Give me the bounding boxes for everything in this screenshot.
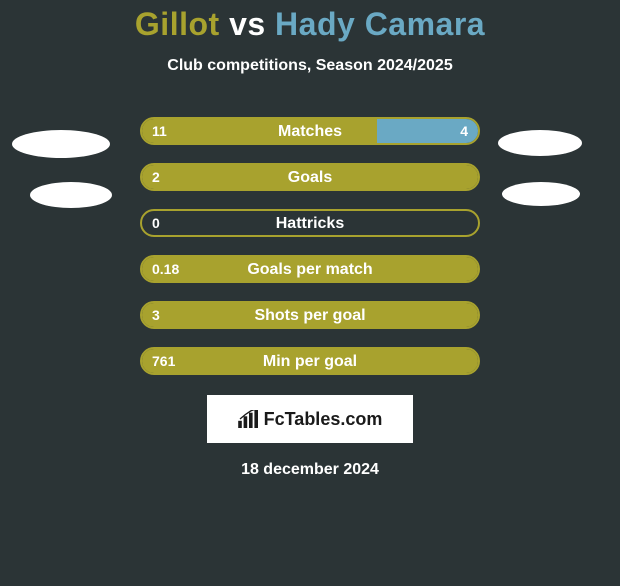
stat-bar: 114Matches: [140, 117, 480, 145]
stat-bar: 0.18Goals per match: [140, 255, 480, 283]
stat-bar: 2Goals: [140, 163, 480, 191]
stat-bar: 0Hattricks: [140, 209, 480, 237]
date-text: 18 december 2024: [0, 461, 620, 479]
decorative-ellipse: [498, 130, 582, 156]
comparison-title: Gillot vs Hady Camara: [0, 6, 620, 43]
stat-label: Hattricks: [142, 215, 478, 233]
bar-left-fill: [142, 349, 478, 373]
bar-left-fill: [142, 303, 478, 327]
vs-text: vs: [229, 6, 266, 42]
decorative-ellipse: [30, 182, 112, 208]
stat-value-right: 4: [460, 119, 468, 143]
stat-row: 761Min per goal: [0, 347, 620, 381]
bar-left-fill: [142, 165, 478, 189]
stat-value-left: 3: [152, 303, 160, 327]
subtitle: Club competitions, Season 2024/2025: [0, 57, 620, 75]
stat-value-left: 0: [152, 211, 160, 235]
stat-row: 3Shots per goal: [0, 301, 620, 335]
player1-name: Gillot: [135, 6, 220, 42]
branding-badge: FcTables.com: [207, 395, 413, 443]
player2-name: Hady Camara: [275, 6, 485, 42]
stat-bar: 3Shots per goal: [140, 301, 480, 329]
decorative-ellipse: [12, 130, 110, 158]
bar-left-fill: [142, 119, 377, 143]
branding-text: FcTables.com: [264, 409, 383, 430]
decorative-ellipse: [502, 182, 580, 206]
bar-left-fill: [142, 257, 478, 281]
stat-value-left: 0.18: [152, 257, 179, 281]
stat-value-left: 761: [152, 349, 175, 373]
stat-value-left: 11: [152, 119, 167, 143]
fctables-icon: [238, 410, 260, 428]
stat-row: 0.18Goals per match: [0, 255, 620, 289]
stat-row: 0Hattricks: [0, 209, 620, 243]
stats-chart: 114Matches2Goals0Hattricks0.18Goals per …: [0, 117, 620, 381]
stat-bar: 761Min per goal: [140, 347, 480, 375]
stat-value-left: 2: [152, 165, 160, 189]
